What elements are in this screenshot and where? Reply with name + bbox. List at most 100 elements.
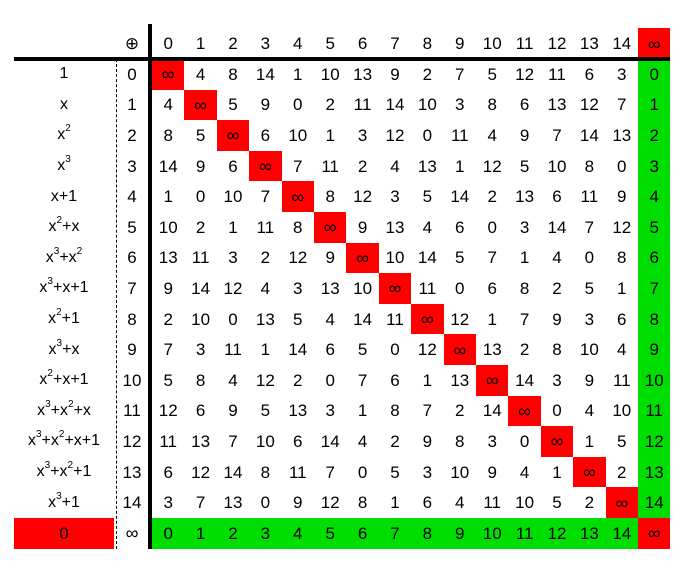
table-cell: 8 — [195, 370, 206, 390]
table-cell: 6 — [519, 95, 530, 115]
row-polynomial: x — [60, 95, 68, 113]
row-index: 9 — [127, 340, 137, 360]
table-cell: 3 — [455, 95, 465, 115]
bottom-row-cell: 1 — [184, 518, 217, 549]
table-cell: 10 — [515, 493, 535, 513]
table-cell: 1 — [422, 370, 433, 390]
table-cell: ∞ — [508, 395, 541, 427]
table-cell: 5 — [455, 248, 465, 268]
table-cell: 14 — [579, 125, 599, 145]
header-col-9: 9 — [455, 34, 465, 53]
table-cell: 3 — [195, 340, 206, 360]
table-cell: 9 — [552, 309, 562, 329]
table-cell: 4 — [455, 493, 465, 513]
table-cell: 12 — [612, 217, 632, 237]
table-cell: 12 — [158, 401, 178, 421]
table-cell: 4 — [357, 431, 368, 451]
table-cell: 10 — [579, 340, 599, 360]
row-index: 6 — [127, 248, 137, 268]
table-cell: 0 — [357, 462, 368, 482]
table-cell: 4 — [617, 340, 627, 360]
table-cell: 5 — [293, 309, 303, 329]
table-cell: 11 — [191, 248, 210, 268]
table-cell: 12 — [385, 125, 405, 145]
table-cell: 3 — [228, 248, 238, 268]
table-cell: 8 — [455, 431, 465, 451]
table-cell: 10 — [320, 64, 340, 84]
table-cell: 6 — [325, 340, 335, 360]
table-cell: 6 — [228, 156, 238, 176]
table-cell: 0 — [195, 187, 206, 207]
table-cell: ∞ — [605, 487, 638, 518]
table-cell: 13 — [450, 370, 470, 390]
table-cell: 9 — [487, 462, 497, 482]
table-cell: 11 — [256, 217, 275, 237]
table-cell: 3 — [584, 309, 595, 329]
bottom-row-cell: 7 — [378, 518, 412, 549]
row-index: 7 — [127, 278, 137, 298]
table-cell: 10 — [223, 187, 243, 207]
table-cell: 8 — [519, 278, 530, 298]
header-infinity-cell: ∞ — [638, 28, 671, 59]
table-cell: 1 — [455, 156, 465, 176]
table-cell: 3 — [325, 401, 335, 421]
table-cell: 10 — [191, 309, 211, 329]
table-cell: 5 — [552, 493, 562, 513]
table-cell: 8 — [293, 217, 303, 237]
table-cell: 8 — [584, 156, 595, 176]
table-cell: 9 — [422, 431, 433, 451]
table-cell: 6 — [552, 187, 562, 207]
last-column-cell: 0 — [638, 59, 671, 90]
table-cell: 12 — [353, 187, 373, 207]
table-cell: 13 — [191, 431, 211, 451]
table-cell: 5 — [617, 431, 627, 451]
table-cell: 10 — [547, 156, 567, 176]
bottom-row-cell: 8 — [411, 518, 444, 549]
table-cell: 0 — [487, 217, 497, 237]
table-cell: 8 — [260, 462, 271, 482]
table-cell: 4 — [325, 309, 335, 329]
table-cell: 7 — [422, 401, 433, 421]
bottom-row-cell: 4 — [281, 518, 314, 549]
table-cell: 12 — [450, 309, 470, 329]
table-cell: 13 — [158, 248, 178, 268]
table-cell: 0 — [422, 125, 433, 145]
table-cell: 3 — [357, 125, 368, 145]
table-cell: 7 — [293, 156, 303, 176]
table-cell: 2 — [552, 278, 562, 298]
table-cell: 13 — [320, 278, 340, 298]
table-cell: 9 — [390, 64, 400, 84]
table-cell: 10 — [385, 248, 405, 268]
table-cell: 7 — [519, 309, 530, 329]
table-cell: 4 — [584, 401, 595, 421]
table-cell: 4 — [260, 278, 271, 298]
table-cell: 4 — [228, 370, 238, 390]
table-cell: 2 — [390, 431, 400, 451]
table-cell: 14 — [385, 95, 405, 115]
table-cell: 13 — [482, 340, 502, 360]
table-cell: 11 — [612, 370, 631, 390]
dashed-separator-line — [116, 59, 117, 549]
table-cell: ∞ — [152, 59, 185, 90]
bottom-row-cell: 3 — [249, 518, 282, 549]
table-cell: ∞ — [314, 212, 347, 243]
bottom-row-cell: 10 — [476, 518, 509, 549]
table-cell: 0 — [455, 278, 465, 298]
last-column-cell: 13 — [638, 456, 671, 488]
table-cell: ∞ — [540, 426, 574, 457]
table-cell: 0 — [390, 340, 400, 360]
table-cell: 10 — [255, 431, 275, 451]
table-cell: 1 — [163, 187, 173, 207]
bottom-row-cell: 2 — [216, 518, 250, 549]
table-cell: 9 — [293, 493, 303, 513]
row-index: 10 — [122, 370, 142, 390]
table-cell: 6 — [617, 309, 627, 329]
table-cell: 2 — [617, 462, 627, 482]
last-column-cell: 14 — [638, 487, 671, 518]
table-cell: 4 — [519, 462, 530, 482]
last-column-cell: 10 — [638, 365, 671, 396]
table-cell: 12 — [417, 340, 437, 360]
table-cell: 14 — [320, 431, 340, 451]
table-cell: 2 — [195, 217, 206, 237]
